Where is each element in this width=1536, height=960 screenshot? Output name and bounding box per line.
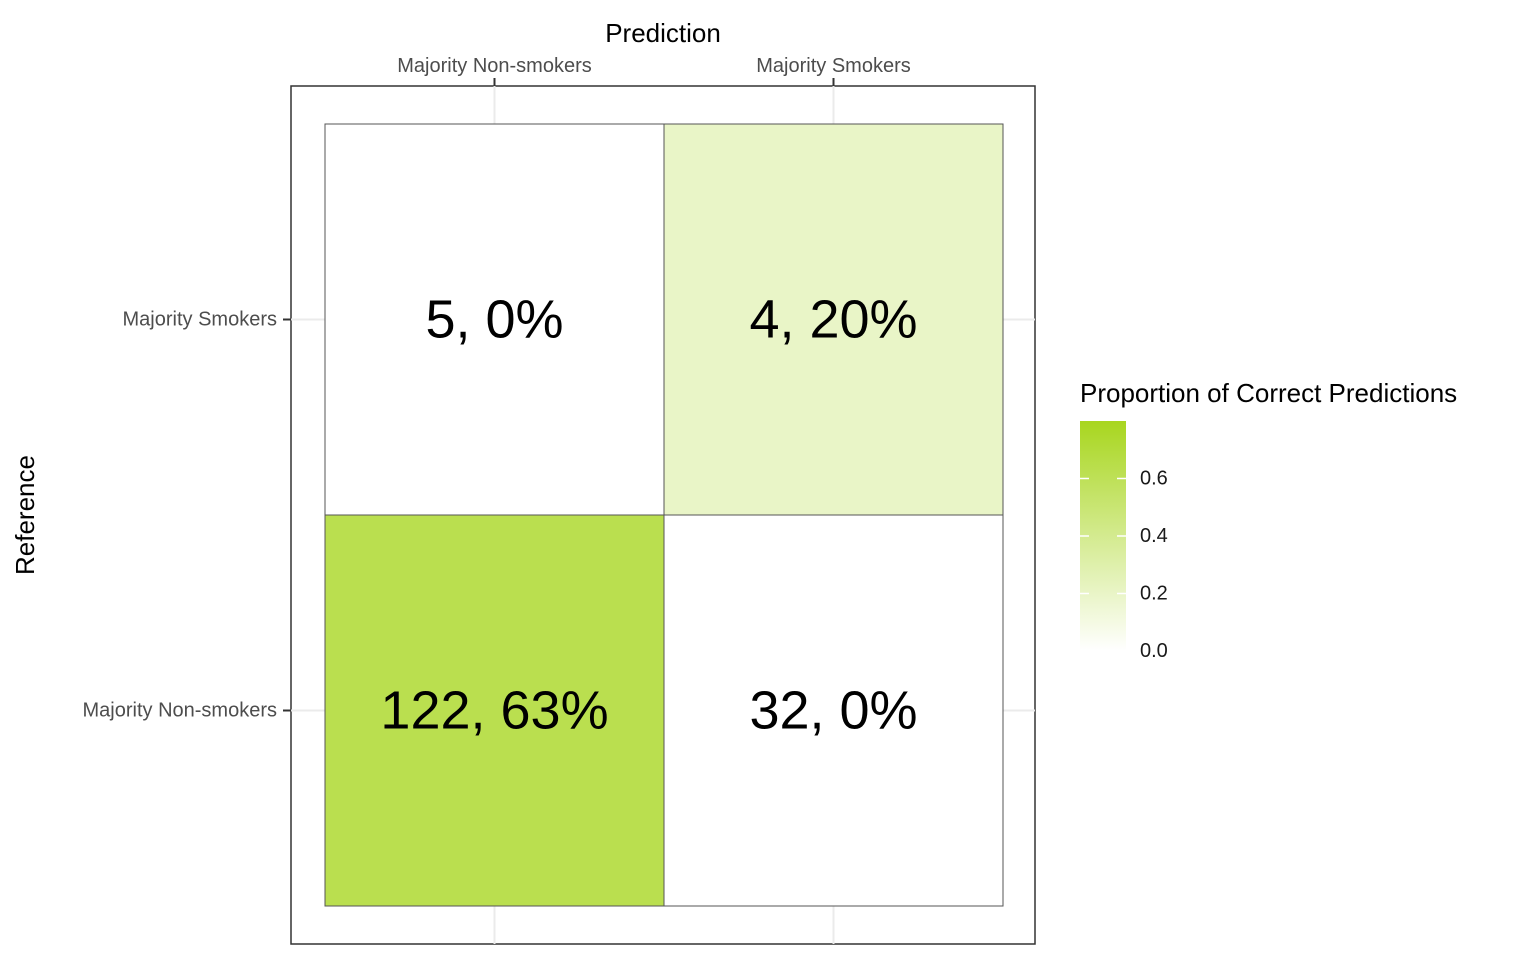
legend-tick-label: 0.4 xyxy=(1140,525,1168,547)
y-tick-label: Majority Smokers xyxy=(123,309,277,331)
cell-label: 32, 0% xyxy=(749,681,917,741)
legend-tick-label: 0.0 xyxy=(1140,640,1168,662)
legend-tick-label: 0.6 xyxy=(1140,468,1168,490)
x-tick-label: Majority Non-smokers xyxy=(397,55,591,77)
cell-label: 5, 0% xyxy=(425,290,563,350)
cell-label: 4, 20% xyxy=(749,290,917,350)
y-tick-label: Majority Non-smokers xyxy=(83,700,277,722)
cell-labels: 5, 0% 4, 20% 122, 63% 32, 0% xyxy=(380,290,917,741)
heatmap-cell xyxy=(663,514,1004,907)
y-axis-title: Reference xyxy=(10,455,40,575)
legend-title: Proportion of Correct Predictions xyxy=(1080,378,1457,408)
x-tick-label: Majority Smokers xyxy=(756,55,910,77)
x-axis-title: Prediction xyxy=(605,18,721,48)
legend: Proportion of Correct Predictions 0.0 0.2… xyxy=(1080,378,1457,662)
axis-ticks: Majority Non-smokers Majority Smokers Majo… xyxy=(83,55,911,722)
cell-label: 122, 63% xyxy=(380,681,608,741)
legend-ticks: 0.0 0.2 0.4 0.6 xyxy=(1080,468,1168,662)
heatmap-cells xyxy=(324,123,1004,907)
heatmap-cell xyxy=(663,123,1004,516)
heatmap-cell xyxy=(324,514,665,907)
legend-tick-label: 0.2 xyxy=(1140,583,1168,605)
